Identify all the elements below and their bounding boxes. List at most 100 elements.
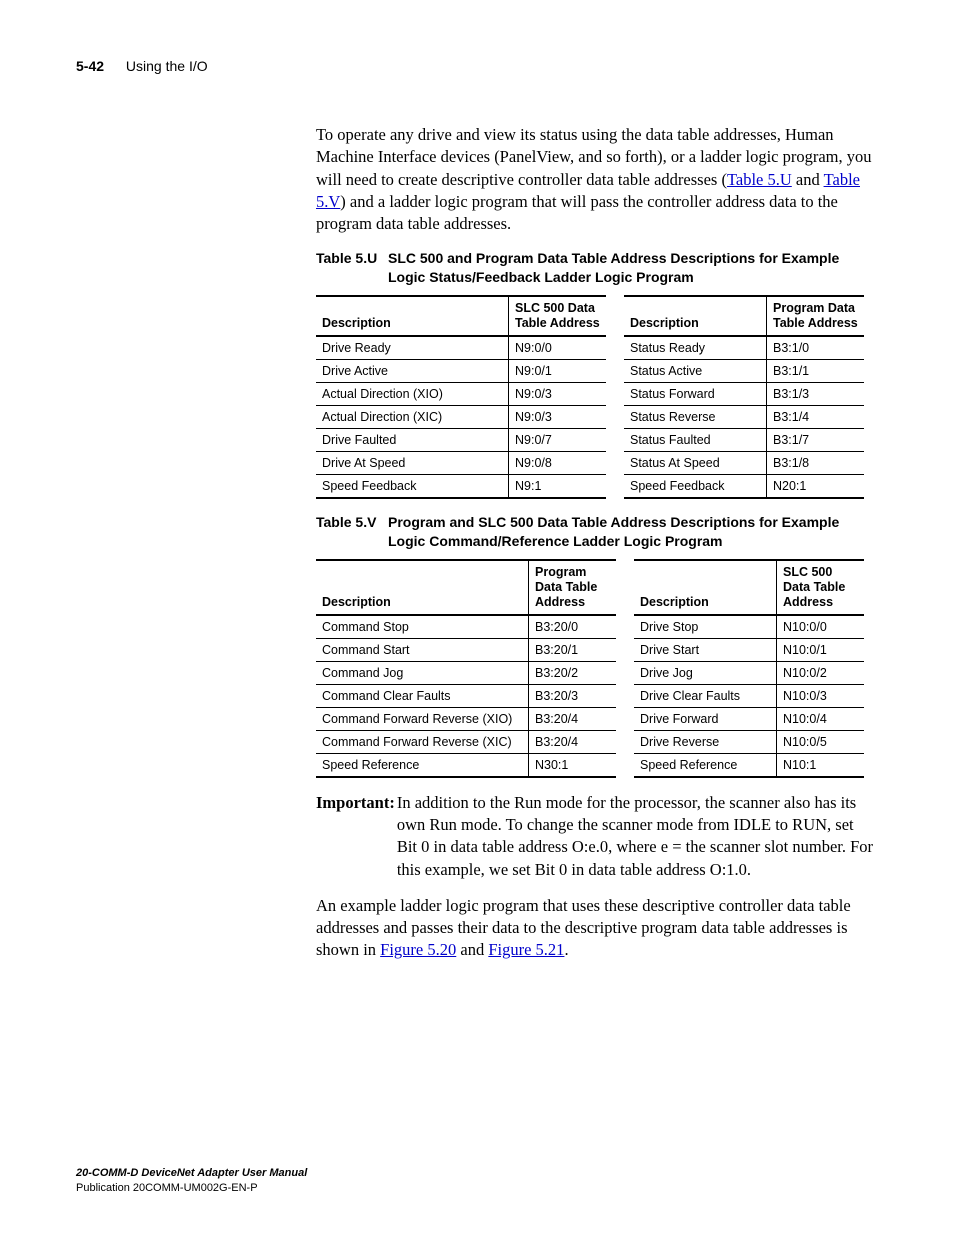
table-row: Drive StartN10:0/1 [634,638,864,661]
table-cell: Drive Stop [634,615,777,639]
link-table-5u[interactable]: Table 5.U [727,170,792,189]
table-u-caption-text: SLC 500 and Program Data Table Address D… [388,249,876,287]
closing-text-2: . [564,940,568,959]
link-figure-5-20[interactable]: Figure 5.20 [380,940,456,959]
table-cell: N10:0/4 [777,707,865,730]
table-row: Drive JogN10:0/2 [634,661,864,684]
table-row: Drive ReadyN9:0/0 [316,336,606,360]
table-row: Speed ReferenceN10:1 [634,753,864,777]
table-v-right-h1: Description [634,560,777,615]
table-row: Drive ReverseN10:0/5 [634,730,864,753]
table-row: Drive StopN10:0/0 [634,615,864,639]
table-cell: N9:0/7 [509,429,607,452]
table-cell: B3:1/7 [767,429,865,452]
table-u-pair: Description SLC 500 Data Table Address D… [316,295,876,499]
table-row: Command Forward Reverse (XIC)B3:20/4 [316,730,616,753]
table-cell: Status Reverse [624,406,767,429]
table-cell: N9:0/1 [509,360,607,383]
table-u-left-h2: SLC 500 Data Table Address [509,296,607,336]
table-cell: Drive Faulted [316,429,509,452]
table-cell: B3:20/2 [529,661,617,684]
table-cell: B3:1/3 [767,383,865,406]
table-v-pair: Description Program Data Table Address C… [316,559,876,778]
table-row: Status ReverseB3:1/4 [624,406,864,429]
table-cell: B3:20/1 [529,638,617,661]
table-u-left-body: Drive ReadyN9:0/0Drive ActiveN9:0/1Actua… [316,336,606,498]
closing-text-mid: and [456,940,488,959]
page-footer: 20-COMM-D DeviceNet Adapter User Manual … [76,1166,307,1195]
table-cell: Drive Active [316,360,509,383]
table-cell: Speed Reference [634,753,777,777]
table-u-right-h1: Description [624,296,767,336]
table-row: Drive ActiveN9:0/1 [316,360,606,383]
table-row: Actual Direction (XIC)N9:0/3 [316,406,606,429]
table-v-right: Description SLC 500 Data Table Address D… [634,559,864,778]
table-u-caption-label: Table 5.U [316,249,388,287]
table-cell: N10:1 [777,753,865,777]
table-cell: Command Forward Reverse (XIC) [316,730,529,753]
table-cell: N10:0/3 [777,684,865,707]
table-cell: N10:0/2 [777,661,865,684]
table-v-left: Description Program Data Table Address C… [316,559,616,778]
table-cell: N20:1 [767,475,865,499]
table-cell: Drive Clear Faults [634,684,777,707]
footer-manual-title: 20-COMM-D DeviceNet Adapter User Manual [76,1166,307,1180]
table-cell: Status Active [624,360,767,383]
table-cell: Command Forward Reverse (XIO) [316,707,529,730]
table-cell: Drive Reverse [634,730,777,753]
table-cell: Drive Ready [316,336,509,360]
table-v-left-h1: Description [316,560,529,615]
table-row: Status ReadyB3:1/0 [624,336,864,360]
page-header: 5-42 Using the I/O [76,58,878,74]
table-cell: Command Start [316,638,529,661]
link-figure-5-21[interactable]: Figure 5.21 [488,940,564,959]
table-v-caption-label: Table 5.V [316,513,388,551]
table-u-right-body: Status ReadyB3:1/0Status ActiveB3:1/1Sta… [624,336,864,498]
page-number: 5-42 [76,58,104,74]
table-cell: N9:0/0 [509,336,607,360]
table-cell: Drive At Speed [316,452,509,475]
table-cell: Status Forward [624,383,767,406]
table-row: Speed ReferenceN30:1 [316,753,616,777]
table-row: Command Clear FaultsB3:20/3 [316,684,616,707]
important-note: Important: In addition to the Run mode f… [316,792,876,881]
table-cell: Actual Direction (XIC) [316,406,509,429]
table-row: Actual Direction (XIO)N9:0/3 [316,383,606,406]
table-v-right-h2: SLC 500 Data Table Address [777,560,865,615]
table-cell: Command Stop [316,615,529,639]
table-cell: N10:0/1 [777,638,865,661]
intro-paragraph: To operate any drive and view its status… [316,124,876,235]
table-cell: B3:1/8 [767,452,865,475]
table-row: Status ActiveB3:1/1 [624,360,864,383]
intro-text-mid: and [792,170,824,189]
footer-publication: Publication 20COMM-UM002G-EN-P [76,1181,307,1195]
table-cell: N9:1 [509,475,607,499]
table-cell: Status Ready [624,336,767,360]
content-column: To operate any drive and view its status… [316,124,876,962]
table-cell: N10:0/0 [777,615,865,639]
table-cell: B3:1/4 [767,406,865,429]
table-row: Drive ForwardN10:0/4 [634,707,864,730]
table-cell: N9:0/3 [509,406,607,429]
section-title: Using the I/O [126,58,208,74]
table-row: Command JogB3:20/2 [316,661,616,684]
table-cell: Drive Jog [634,661,777,684]
table-cell: Actual Direction (XIO) [316,383,509,406]
table-cell: N9:0/8 [509,452,607,475]
table-cell: Speed Feedback [316,475,509,499]
table-u-left-h1: Description [316,296,509,336]
table-cell: B3:1/1 [767,360,865,383]
table-v-left-h2: Program Data Table Address [529,560,617,615]
table-v-left-body: Command StopB3:20/0Command StartB3:20/1C… [316,615,616,777]
table-row: Command Forward Reverse (XIO)B3:20/4 [316,707,616,730]
table-cell: N30:1 [529,753,617,777]
table-row: Status At SpeedB3:1/8 [624,452,864,475]
closing-paragraph: An example ladder logic program that use… [316,895,876,962]
table-cell: Speed Feedback [624,475,767,499]
table-cell: Status Faulted [624,429,767,452]
table-row: Command StartB3:20/1 [316,638,616,661]
table-cell: B3:20/0 [529,615,617,639]
table-u-left: Description SLC 500 Data Table Address D… [316,295,606,499]
table-row: Speed FeedbackN20:1 [624,475,864,499]
table-row: Drive FaultedN9:0/7 [316,429,606,452]
